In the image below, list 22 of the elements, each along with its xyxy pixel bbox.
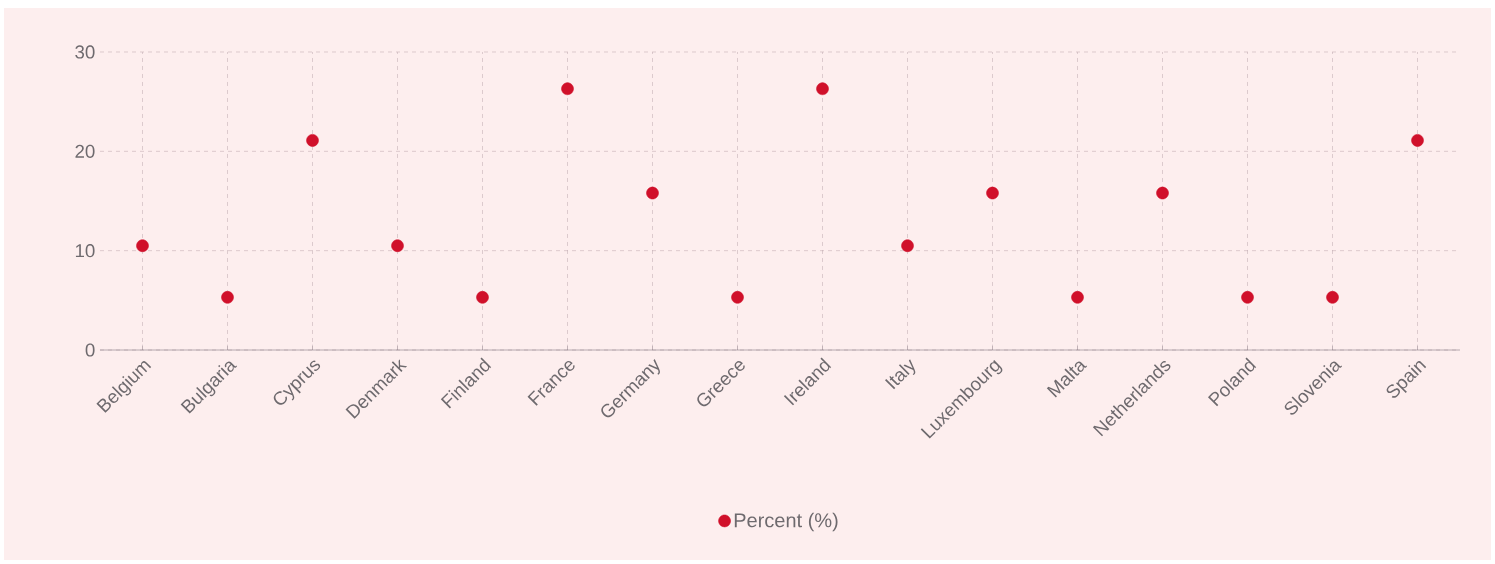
y-tick-label: 10 [75, 244, 95, 258]
point [1241, 291, 1254, 304]
point [391, 239, 404, 252]
y-tick-label: 20 [75, 144, 95, 158]
point [901, 239, 914, 252]
point [1156, 186, 1169, 200]
point [306, 134, 319, 147]
point [1326, 291, 1339, 304]
y-tick-label: 30 [75, 45, 95, 59]
point [646, 186, 659, 200]
point [816, 82, 829, 96]
point [221, 291, 234, 304]
y-tick-label: 0 [85, 343, 95, 357]
point [731, 291, 744, 304]
point [136, 239, 149, 252]
legend-label: Percent (%) [734, 512, 838, 532]
point [476, 291, 489, 304]
point [1411, 134, 1424, 147]
point [986, 186, 999, 200]
point [1071, 291, 1084, 304]
x-tick-label: Italy [885, 359, 916, 390]
point [561, 82, 574, 96]
